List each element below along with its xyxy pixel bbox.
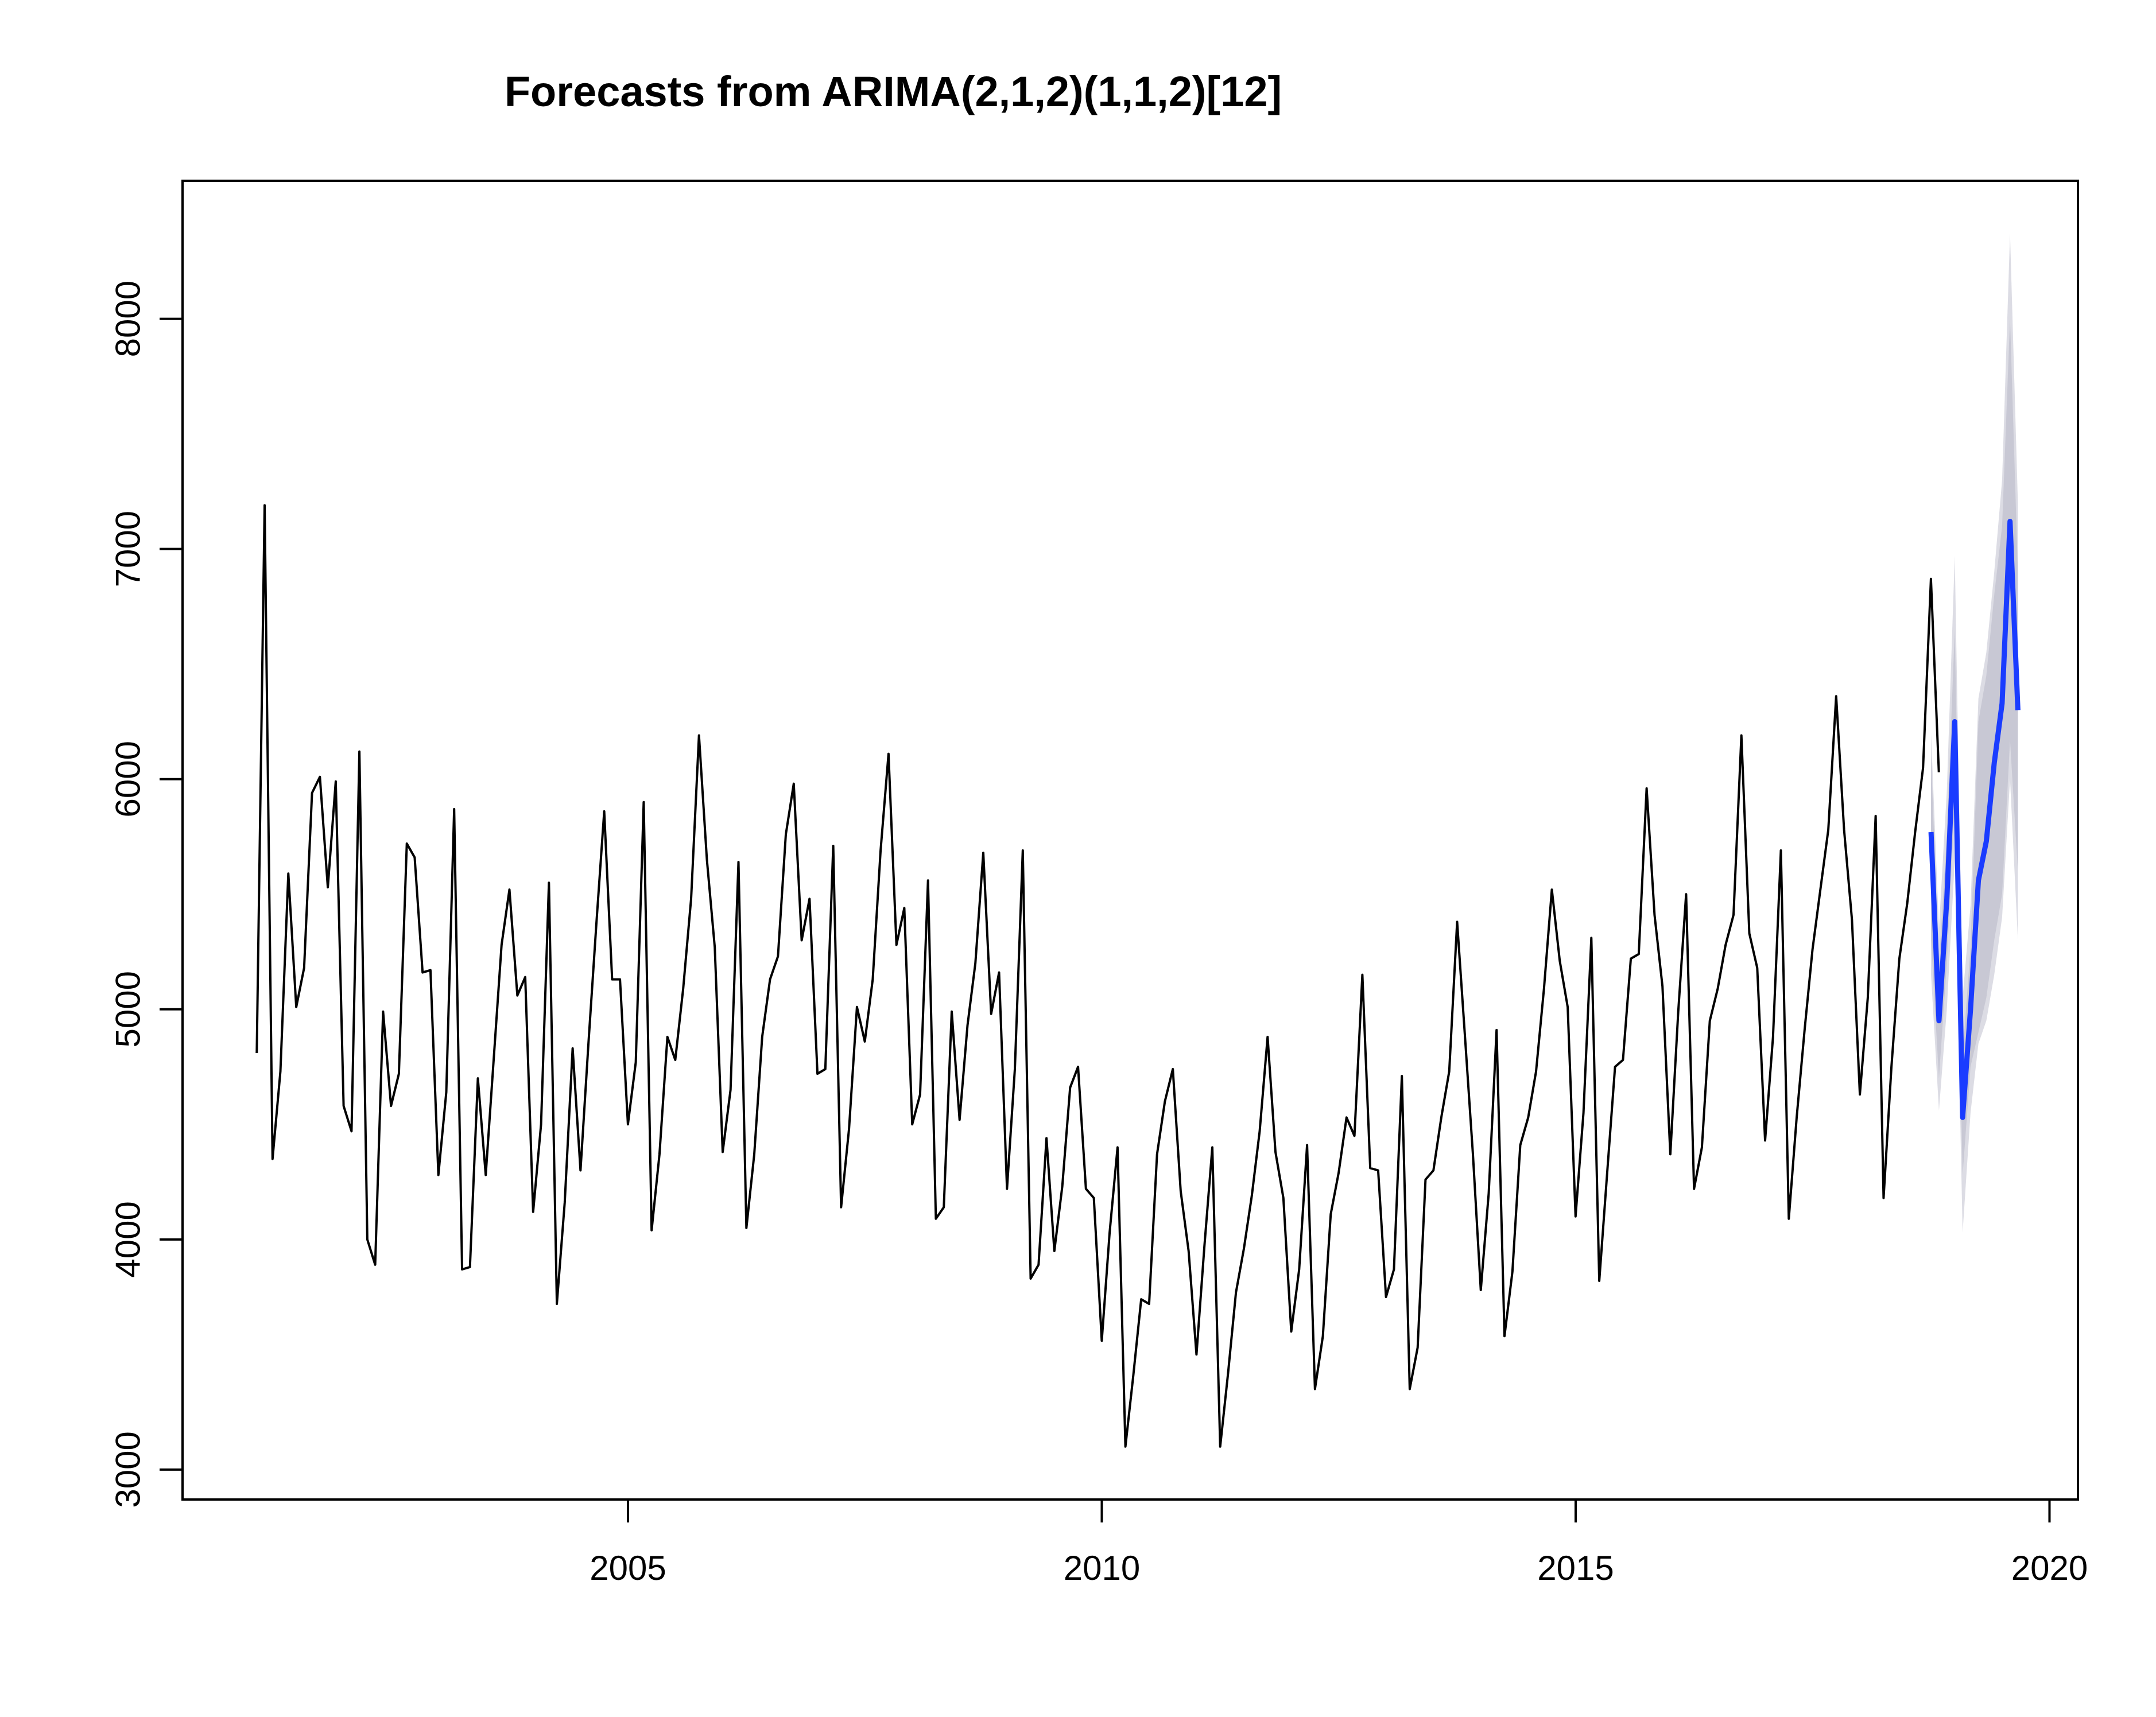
y-tick-label: 7000	[109, 511, 148, 587]
x-tick-label: 2010	[1064, 1549, 1140, 1587]
forecast-series	[1928, 519, 2021, 1120]
y-tick-label: 8000	[109, 281, 148, 357]
x-tick-label: 2005	[590, 1549, 666, 1587]
y-tick-label: 5000	[109, 971, 148, 1047]
chart-title: Forecasts from ARIMA(2,1,2)(1,1,2)[12]	[505, 68, 1282, 115]
history-series	[255, 504, 1940, 1448]
y-axis: 3000 4000 5000 6000 7000 8000	[109, 281, 184, 1508]
interval-80-band	[1931, 318, 2018, 1175]
x-axis: 2005 2010 2015 2020	[590, 1498, 2088, 1587]
y-tick-label: 6000	[109, 741, 148, 817]
x-tick-label: 2020	[2011, 1549, 2088, 1587]
forecast-mean-line	[1928, 519, 2021, 1120]
x-tick-label: 2015	[1537, 1549, 1614, 1587]
prediction-intervals	[1931, 234, 2018, 1233]
y-tick-label: 4000	[109, 1201, 148, 1277]
plot-frame	[181, 180, 2079, 1501]
y-tick-label: 3000	[109, 1431, 148, 1508]
history-line	[255, 504, 1940, 1448]
